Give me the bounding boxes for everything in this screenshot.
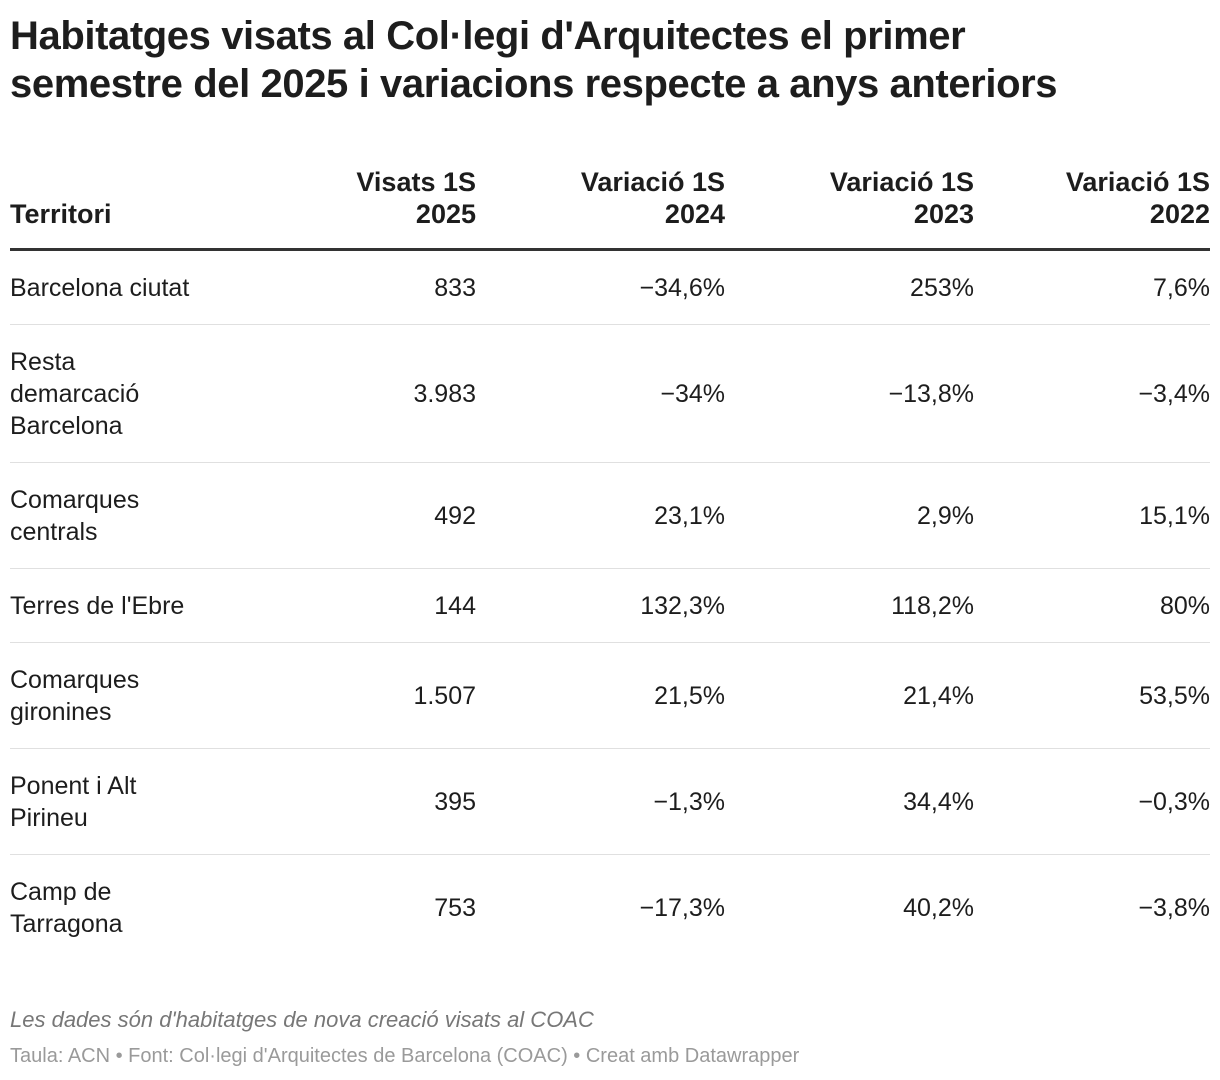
cell-variacio-2024: 21,5%: [476, 642, 725, 749]
cell-variacio-2023: 2,9%: [725, 462, 974, 569]
territori-line: Barcelona: [10, 411, 123, 440]
cell-variacio-2022: 53,5%: [974, 642, 1210, 749]
cell-territori: Terres de l'Ebre: [10, 568, 260, 643]
header-row: Territori Visats 1S 2025 Variació 1S 202…: [10, 166, 1210, 251]
column-header-variacio-2022[interactable]: Variació 1S 2022: [974, 166, 1210, 251]
title-line-1: Habitatges visats al Col·legi d'Arquitec…: [10, 14, 966, 58]
table-header: Territori Visats 1S 2025 Variació 1S 202…: [10, 166, 1210, 251]
cell-visats-2025: 492: [260, 462, 476, 569]
territori-line: Tarragona: [10, 909, 123, 938]
cell-territori: Barcelona ciutat: [10, 249, 260, 325]
cell-territori: Comarques gironines: [10, 642, 260, 749]
cell-visats-2025: 753: [434, 893, 476, 922]
table-row: Resta demarcació Barcelona 3.983 −34% −1…: [10, 324, 1210, 463]
territori-line: Barcelona ciutat: [10, 273, 190, 302]
cell-variacio-2023: 40,2%: [903, 893, 974, 922]
column-header-variacio-2023[interactable]: Variació 1S 2023: [725, 166, 974, 251]
territori-line: Terres de l'Ebre: [10, 591, 185, 620]
territori-line: gironines: [10, 697, 112, 726]
cell-variacio-2024: −34,6%: [476, 249, 725, 325]
cell-variacio-2024: −17,3%: [639, 893, 726, 922]
cell-variacio-2022: 80%: [974, 568, 1210, 643]
territori-line: Resta: [10, 347, 76, 376]
cell-variacio-2022: 15,1%: [974, 462, 1210, 569]
cell-variacio-2024: −34%: [476, 324, 725, 463]
column-header-visats-2025[interactable]: Visats 1S 2025: [260, 166, 476, 251]
territori-line: demarcació: [10, 379, 140, 408]
column-header-variacio-2024[interactable]: Variació 1S 2024: [476, 166, 725, 251]
column-header-line1: Variació 1S: [1065, 167, 1210, 197]
column-header-line2: 2022: [1149, 199, 1210, 229]
column-header-line1: Variació 1S: [580, 167, 725, 197]
table-row: Ponent i Alt Pirineu 395 −1,3% 34,4% −0,…: [10, 748, 1210, 855]
table-notes: Les dades són d'habitatges de nova creac…: [10, 1007, 594, 1032]
data-table: Territori Visats 1S 2025 Variació 1S 202…: [10, 166, 1210, 960]
cell-territori: Comarques centrals: [10, 462, 260, 569]
table-row: Camp de Tarragona 753 −17,3% 40,2% −3,8%: [10, 855, 1210, 961]
table-row: Comarques centrals 492 23,1% 2,9% 15,1%: [10, 462, 1210, 569]
territori-line: Comarques: [10, 665, 140, 694]
table-body: Barcelona ciutat 833 −34,6% 253% 7,6% Re…: [10, 249, 1210, 961]
page-title: Habitatges visats al Col·legi d'Arquitec…: [10, 12, 1210, 108]
title-line-2: semestre del 2025 i variacions respecte …: [10, 62, 1058, 106]
cell-variacio-2024: 23,1%: [476, 462, 725, 569]
territori-line: Ponent i Alt: [10, 771, 137, 800]
column-header-line1: Visats 1S: [356, 167, 476, 197]
chart-container: Habitatges visats al Col·legi d'Arquitec…: [10, 12, 1210, 960]
cell-variacio-2022: 7,6%: [974, 249, 1210, 325]
table-row: Terres de l'Ebre 144 132,3% 118,2% 80%: [10, 568, 1210, 643]
cell-variacio-2023: 253%: [725, 249, 974, 325]
column-header-line2: 2025: [415, 199, 476, 229]
cell-visats-2025: 3.983: [260, 324, 476, 463]
cell-territori: Ponent i Alt Pirineu: [10, 748, 260, 855]
cell-visats-2025: 144: [260, 568, 476, 643]
cell-variacio-2022: −3,8%: [1138, 893, 1210, 922]
column-header-line2: Territori: [10, 199, 112, 229]
cell-variacio-2024: 132,3%: [476, 568, 725, 643]
table-row: Barcelona ciutat 833 −34,6% 253% 7,6%: [10, 249, 1210, 325]
cell-visats-2025: 395: [260, 748, 476, 855]
cell-variacio-2022: −0,3%: [974, 748, 1210, 855]
column-header-territori[interactable]: Territori: [10, 166, 260, 251]
territori-line: Pirineu: [10, 803, 88, 832]
column-header-line2: 2024: [664, 199, 725, 229]
territori-line: Camp de: [10, 877, 112, 906]
cell-variacio-2023: 21,4%: [725, 642, 974, 749]
cell-variacio-2023: −13,8%: [725, 324, 974, 463]
column-header-line2: 2023: [913, 199, 974, 229]
territori-line: Comarques: [10, 485, 140, 514]
cell-territori: Resta demarcació Barcelona: [10, 324, 260, 463]
table-row: Comarques gironines 1.507 21,5% 21,4% 53…: [10, 642, 1210, 749]
cell-visats-2025: 833: [260, 249, 476, 325]
source-footer: Taula: ACN • Font: Col·legi d'Arquitecte…: [10, 1045, 800, 1067]
cell-variacio-2023: 118,2%: [725, 568, 974, 643]
territori-line: centrals: [10, 517, 98, 546]
cell-variacio-2024: −1,3%: [476, 748, 725, 855]
cell-variacio-2023: 34,4%: [725, 748, 974, 855]
column-header-line1: Variació 1S: [829, 167, 974, 197]
cell-variacio-2022: −3,4%: [974, 324, 1210, 463]
cell-territori: Camp de Tarragona: [10, 855, 260, 961]
cell-visats-2025: 1.507: [260, 642, 476, 749]
